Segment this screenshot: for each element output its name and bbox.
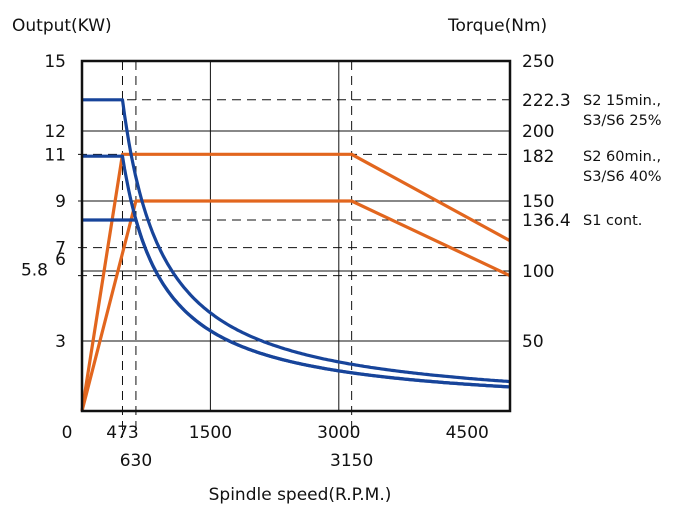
grid [82, 61, 510, 411]
plot-frame [80, 59, 512, 413]
y-tick-left: 5.8 [21, 261, 48, 281]
y-tick-right: 100 [522, 262, 554, 282]
y-tick-left: 9 [55, 192, 66, 212]
x-axis-title: Spindle speed(R.P.M.) [209, 485, 392, 505]
annotation-line: S2 15min., [583, 93, 661, 109]
y-tick-right: 200 [522, 122, 554, 142]
y-tick-right: 182 [522, 147, 554, 167]
annotation: S1 cont. [583, 213, 642, 229]
y-tick-left: 7 [55, 239, 66, 259]
y-tick-right: 50 [522, 332, 544, 352]
series-line [80, 199, 511, 412]
series-lines [80, 98, 511, 412]
series-line [80, 152, 511, 412]
y-tick-right: 222.3 [522, 91, 571, 111]
x-tick-label: 1500 [189, 423, 232, 443]
series-line [82, 218, 509, 389]
right-axis-title: Torque(Nm) [447, 16, 547, 36]
y-tick-right: 150 [522, 192, 554, 212]
annotation-line: S1 cont. [583, 213, 642, 229]
x-tick-label: 3150 [330, 451, 373, 471]
y-tick-right: 250 [522, 52, 554, 72]
y-tick-right: 136.4 [522, 211, 571, 231]
x-tick-label: 4500 [446, 423, 489, 443]
left-axis-title: Output(KW) [12, 16, 112, 36]
x-tick-label: 3000 [317, 423, 360, 443]
annotation: S2 15min., S3/S6 25% [583, 93, 662, 129]
annotation-line: S3/S6 25% [583, 113, 662, 129]
annotation: S2 60min., S3/S6 40% [583, 149, 662, 185]
reference-lines [78, 61, 512, 437]
x-tick-label: 0 [62, 423, 73, 443]
y-tick-left: 11 [44, 145, 66, 165]
x-tick-label: 630 [120, 451, 152, 471]
series-line [82, 98, 510, 384]
x-tick-label: 473 [106, 423, 138, 443]
y-tick-left: 6 [55, 250, 66, 270]
annotation-line: S2 60min., [583, 149, 661, 165]
y-tick-left: 3 [55, 332, 66, 352]
y-tick-left: 12 [44, 122, 66, 142]
annotation-line: S3/S6 40% [583, 169, 662, 185]
y-tick-left: 15 [44, 52, 66, 72]
